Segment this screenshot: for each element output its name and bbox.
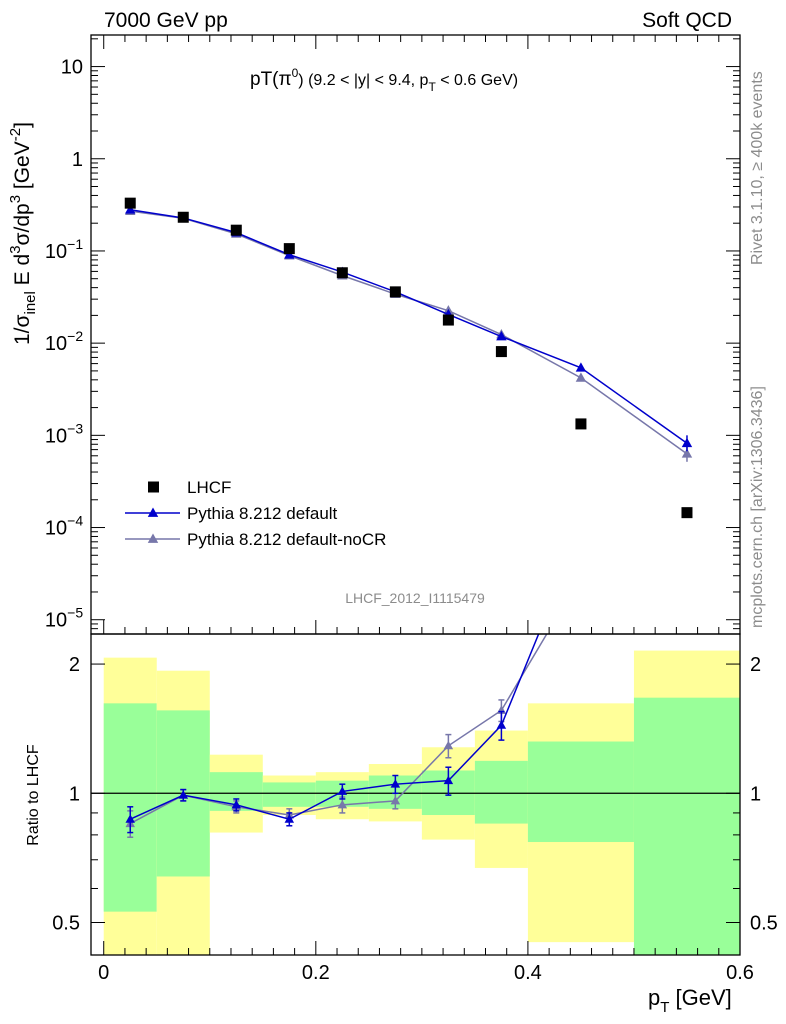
- main-point-s1-7: [496, 331, 507, 341]
- axes: 10 1 10−1 10−2 10−3 10−4 10−5 0 0.2 0.4 0.6 0.5 0.5 1…: [45, 34, 778, 984]
- ratio-point-s0-4: [337, 786, 348, 795]
- data-point-9: [681, 507, 693, 519]
- ratio-point-s1-6: [443, 740, 454, 750]
- header-energy-label: 7000 GeV pp: [104, 9, 228, 32]
- ratio-point-s1-8: [576, 571, 586, 580]
- ratio-series: [125, 525, 586, 838]
- ratio-point-s0-5: [390, 779, 401, 788]
- lower-ytick-label-left-0: 0.5: [52, 912, 80, 934]
- lower-ytick-label-right-0: 0.5: [750, 912, 778, 934]
- data-point-8: [575, 418, 587, 430]
- legend-marker-1: [147, 507, 159, 517]
- lower-y-axis-title: Ratio to LHCF: [25, 744, 42, 846]
- main-point-s1-0: [125, 204, 136, 214]
- upper-ytick-label-1: 1: [72, 149, 83, 171]
- upper-y-axis-title: 1/σinel E d3σ/dp3 [GeV-2]: [7, 122, 39, 345]
- x-tick-label-2: 0.4: [514, 962, 542, 984]
- ratio-point-s0-0: [125, 814, 135, 823]
- lower-frame: [90, 633, 741, 956]
- ratio-point-s0-8: [576, 525, 586, 534]
- data-point-6: [442, 314, 454, 326]
- rivet-version-label: Rivet 3.1.10, ≥ 400k events: [749, 71, 766, 265]
- green-band-3: [262, 782, 316, 807]
- data-point-2: [230, 224, 242, 236]
- legend-label-1: Pythia 8.212 default: [187, 504, 338, 523]
- main-line-series-2: [130, 210, 688, 455]
- x-tick-label-3: 0.6: [726, 962, 754, 984]
- upper-ytick-label-2: 10−1: [45, 236, 83, 263]
- header-category-label: Soft QCD: [642, 9, 732, 32]
- upper-series: [124, 197, 693, 519]
- data-point-1: [177, 211, 189, 223]
- main-point-s1-9: [681, 437, 693, 448]
- mcplots-label: mcplots.cern.ch [arXiv:1306.3436]: [749, 386, 766, 628]
- ratio-point-s0-7: [496, 720, 507, 729]
- plot-title: pT(π0) (9.2 < |y| < 9.4, pT < 0.6 GeV): [250, 66, 518, 94]
- data-point-4: [336, 267, 348, 279]
- upper-ytick-label-5: 10−4: [45, 513, 83, 540]
- upper-ytick-label-0: 10: [61, 57, 83, 79]
- main-point-s2-8: [575, 372, 587, 382]
- analysis-id-watermark: LHCF_2012_I1115479: [345, 590, 485, 606]
- upper-ytick-label-3: 10−2: [45, 328, 83, 355]
- green-band-9: [633, 697, 740, 955]
- data-point-0: [124, 197, 136, 209]
- green-band-7: [474, 760, 528, 824]
- data-point-3: [283, 243, 295, 255]
- upper-ytick-label-6: 10−5: [45, 605, 83, 632]
- x-axis-title: pT [GeV]: [648, 985, 732, 1016]
- ratio-point-s1-5: [390, 795, 401, 805]
- lower-ytick-label-right-1: 1: [750, 783, 761, 805]
- main-point-s2-9: [681, 448, 693, 458]
- green-band-8: [527, 741, 634, 843]
- legend-marker-0: [148, 481, 159, 493]
- lower-ytick-label-right-2: 2: [750, 654, 761, 676]
- lower-ytick-label-left-1: 1: [69, 783, 80, 805]
- x-tick-label-1: 0.2: [302, 962, 330, 984]
- ratio-point-s0-2: [231, 799, 242, 809]
- legend-label-0: LHCF: [187, 478, 231, 497]
- ratio-point-s0-6: [443, 775, 454, 785]
- main-point-s1-8: [575, 362, 587, 372]
- ratio-point-s0-1: [178, 790, 189, 799]
- legend-marker-2: [147, 533, 159, 543]
- data-point-7: [495, 346, 507, 358]
- uncertainty-bands: [103, 650, 740, 955]
- x-tick-label-0: 0: [98, 962, 109, 984]
- legend: LHCF Pythia 8.212 default Pythia 8.212 def…: [125, 478, 386, 549]
- main-line-series-1: [130, 208, 688, 444]
- legend-label-2: Pythia 8.212 default-noCR: [187, 530, 386, 549]
- upper-ytick-label-4: 10−3: [45, 420, 83, 447]
- ratio-point-s0-3: [284, 814, 295, 823]
- lower-ytick-label-left-2: 2: [69, 654, 80, 676]
- ratio-point-s1-4: [337, 799, 348, 809]
- data-point-5: [389, 286, 401, 298]
